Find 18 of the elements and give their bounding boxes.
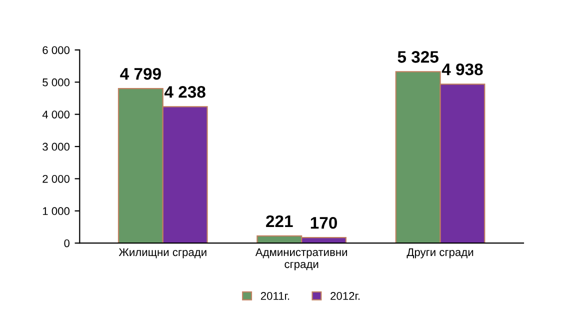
y-tick-label: 3 000 [42, 142, 70, 151]
y-tick-label: 4 000 [42, 110, 70, 118]
data-label: 5 325 [398, 51, 438, 63]
legend-label: 2011г. [260, 292, 290, 300]
data-label: 4 938 [442, 63, 483, 76]
y-tick-label: 5 000 [42, 78, 70, 86]
y-tick-label: 1 000 [42, 207, 70, 216]
legend-label: 2012г. [330, 292, 360, 300]
data-label: 170 [310, 216, 337, 229]
x-tick-label: Административни сгради [255, 248, 347, 270]
data-label: 221 [266, 215, 293, 227]
data-label: 4 799 [120, 68, 161, 80]
y-tick-label: 6 000 [42, 46, 70, 54]
y-tick-label: 0 [64, 239, 70, 248]
data-label: 4 238 [164, 86, 206, 98]
x-tick-label: Други сгради [406, 248, 474, 258]
x-tick-label: Жилищни сгради [118, 248, 206, 258]
y-tick-label: 2 000 [42, 174, 70, 183]
